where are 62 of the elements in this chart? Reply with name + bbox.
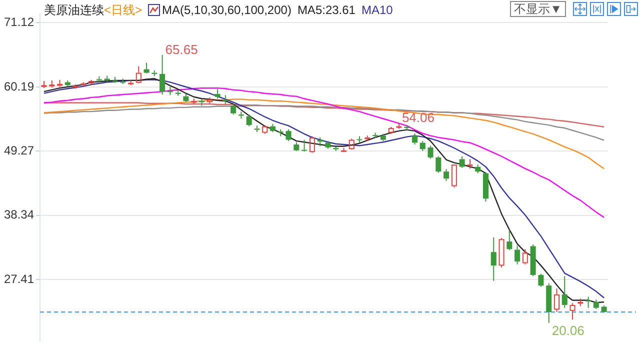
y-tick-label: 71.12 [4, 15, 34, 30]
candlestick [412, 132, 418, 145]
candlestick [41, 80, 47, 89]
candlestick [546, 282, 552, 324]
text: MA10 [361, 3, 393, 17]
candlestick [372, 132, 378, 139]
candlestick [183, 93, 189, 103]
candlestick [246, 114, 252, 127]
candlestick [348, 138, 354, 150]
candlestick [562, 276, 568, 308]
candlestick [206, 96, 212, 104]
candlestick [144, 62, 150, 73]
candlestick [120, 78, 126, 84]
annotation: 65.65 [165, 42, 198, 57]
candlestick [601, 305, 607, 312]
legend-title: MA(5,10,30,60,100,200) [162, 3, 292, 17]
annotation: 不显示▼ [510, 1, 566, 17]
y-tick-label: 60.19 [4, 79, 34, 94]
candlestick [270, 123, 276, 133]
candlestick [436, 156, 442, 174]
candlestick [428, 145, 434, 160]
candlestick [104, 75, 110, 82]
candlestick [506, 229, 512, 251]
candlestick [254, 125, 260, 133]
candlestick [49, 80, 55, 88]
text: MA5:23.61 [297, 3, 356, 17]
candlestick [191, 98, 197, 104]
candlestick [482, 172, 488, 202]
chart-subtitle: <日线> [104, 2, 142, 18]
candlestick [214, 88, 220, 100]
candlestick [420, 140, 426, 152]
candlestick [294, 142, 300, 150]
candlestick [444, 168, 450, 182]
candlestick [262, 124, 268, 134]
candlestick [570, 302, 576, 320]
candlestick [554, 288, 560, 312]
candlestick [364, 135, 370, 141]
candlestick [160, 54, 166, 96]
candlestick [64, 80, 70, 87]
chart-title: 美原油连续 [44, 2, 104, 18]
candlestick [302, 139, 308, 152]
candlestick [586, 296, 592, 308]
candlestick [514, 245, 520, 265]
candlestick [578, 298, 584, 307]
candlestick [498, 237, 504, 268]
candlestick [136, 66, 142, 83]
candlestick [459, 156, 465, 168]
candlestick [522, 248, 528, 265]
candlestick [286, 128, 292, 142]
candlestick [467, 158, 473, 170]
candlestick [56, 79, 63, 88]
candlestick [451, 164, 457, 188]
candlestick [490, 236, 496, 282]
y-tick-label: 49.27 [4, 143, 34, 158]
candlestick [593, 299, 599, 310]
y-tick-label: 27.41 [4, 272, 34, 286]
candlestick [388, 126, 394, 134]
candlestick [475, 164, 481, 174]
annotation: 54.06 [402, 110, 434, 126]
annotation: 20.06 [552, 322, 584, 338]
candlestick [80, 82, 86, 87]
y-tick-label: 38.34 [4, 208, 34, 222]
